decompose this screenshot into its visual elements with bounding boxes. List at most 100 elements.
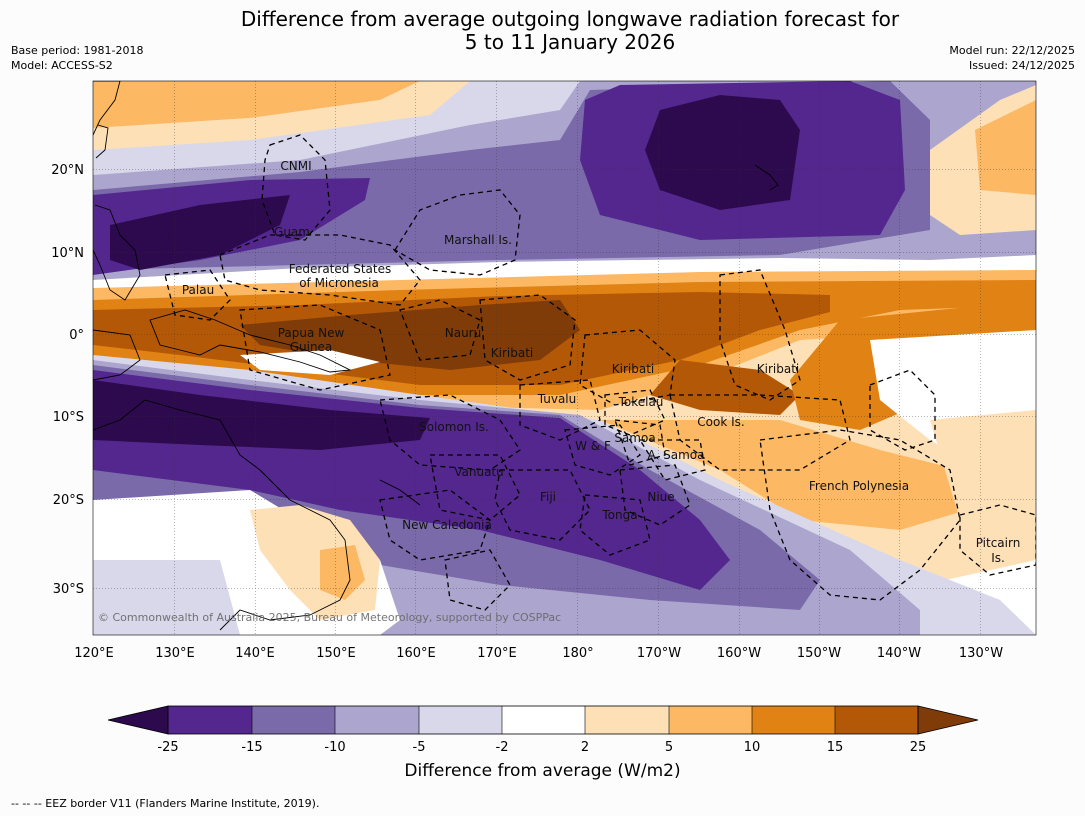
label-new-caledonia: New Caledonia: [402, 518, 492, 532]
lon-tick: 170°W: [637, 646, 681, 661]
eez-french-polynesia: [759, 429, 961, 601]
field-aus-orange: [320, 545, 365, 600]
coast-asia: [93, 81, 121, 136]
colorbar-bin: [835, 706, 918, 734]
label-kiribati-central: Kiribati: [612, 362, 654, 376]
coast-hawaii: [754, 164, 779, 191]
map-field: [93, 81, 1036, 635]
label-guam: Guam: [274, 225, 310, 239]
colorbar-bin: [669, 706, 752, 734]
label-png-1: Papua New: [278, 326, 345, 340]
colorbar: -25 -15 -10 -5 -2 2 5 10 15 25: [107, 705, 979, 755]
base-period: Base period: 1981-2018: [11, 44, 144, 57]
coast-taiwan: [95, 124, 109, 159]
label-kiribati-east: Kiribati: [757, 362, 799, 376]
colorbar-tick: -10: [324, 740, 345, 755]
field-eq-north-neutral: [93, 255, 1036, 290]
lon-tick: 180°: [562, 646, 593, 661]
label-fiji: Fiji: [540, 490, 556, 504]
colorbar-bin: [419, 706, 502, 734]
region-labels: CNMI Guam Marshall Is. Federated States …: [182, 159, 1020, 565]
meta-left: Base period: 1981-2018 Model: ACCESS-S2: [11, 43, 143, 73]
lon-axis: 120°E 130°E 140°E 150°E 160°E 170°E 180°…: [74, 646, 1003, 661]
footer-note: -- -- -- EEZ border V11 (Flanders Marine…: [11, 797, 320, 810]
field-sw-pale: [93, 560, 240, 635]
label-french-polynesia: French Polynesia: [809, 479, 909, 493]
field-s-dark: [93, 380, 430, 450]
label-solomon-islands: Solomon Is.: [419, 420, 489, 434]
lat-axis: 20°N 10°N 0° 10°S 20°S 30°S: [51, 163, 84, 597]
label-vanuatu: Vanuatu: [454, 465, 504, 479]
eez-borders: [164, 134, 1036, 611]
colorbar-tick: -5: [413, 740, 426, 755]
eez-kiribati-gilbert: [479, 294, 576, 381]
field-w-dark: [110, 195, 290, 270]
colorbar-tick: -25: [157, 740, 178, 755]
label-american-samoa: A. Samoa: [648, 448, 705, 462]
label-marshall-islands: Marshall Is.: [444, 233, 512, 247]
field-png-neutral: [240, 350, 380, 375]
colorbar-tick: 2: [581, 740, 589, 755]
title-line-2: 5 to 11 January 2026: [464, 30, 676, 54]
colorbar-tick: -15: [241, 740, 262, 755]
label-nauru: Nauru: [445, 326, 481, 340]
colorbar-extend-low: [108, 706, 168, 734]
lon-tick: 160°W: [717, 646, 761, 661]
colorbar-dividers: [251, 706, 836, 734]
colorbar-bin: [168, 706, 252, 734]
eez-palau: [164, 269, 231, 321]
colorbar-tick: 10: [744, 740, 761, 755]
lat-tick: 20°S: [53, 493, 84, 508]
coast-philippines: [93, 204, 141, 301]
label-pitcairn-1: Pitcairn: [976, 536, 1021, 550]
eez-vanuatu: [429, 454, 521, 521]
eez-nauru: [399, 299, 481, 361]
model-run: Model run: 22/12/2025: [949, 44, 1075, 57]
colorbar-bin: [502, 706, 585, 734]
eez-tokelau: [604, 389, 666, 436]
lat-tick: 30°S: [53, 582, 84, 597]
field-nw-positive: [93, 81, 420, 128]
colorbar-bin: [752, 706, 835, 734]
eez-solomon: [379, 394, 521, 471]
lon-tick: 170°E: [477, 646, 517, 661]
meta-right: Model run: 22/12/2025 Issued: 24/12/2025: [949, 43, 1075, 73]
label-tonga: Tonga: [601, 508, 637, 522]
gridlines: [93, 81, 1036, 635]
map-frame: [92, 80, 1037, 636]
colorbar-tick: -2: [496, 740, 509, 755]
copyright-text: © Commonwealth of Australia 2025, Bureau…: [98, 611, 561, 624]
lat-tick: 10°N: [51, 246, 84, 261]
coastlines: [93, 81, 779, 631]
label-kiribati-west: Kiribati: [491, 346, 533, 360]
eez-png: [239, 304, 391, 391]
coast-australia-east: [144, 399, 351, 631]
eez-wallis-futuna: [564, 424, 641, 476]
eez-micronesia: [219, 234, 421, 306]
coast-australia-north: [93, 399, 146, 431]
coast-new-caledonia: [379, 479, 421, 506]
eez-tuvalu: [519, 379, 601, 441]
eez-fiji: [494, 469, 591, 541]
colorbar-outline-high: [917, 705, 979, 735]
label-tuvalu: Tuvalu: [537, 392, 577, 406]
issued-date: Issued: 24/12/2025: [968, 59, 1075, 72]
label-tokelau: Tokelau: [618, 395, 664, 409]
label-cook-islands: Cook Is.: [697, 415, 744, 429]
colorbar-bin: [585, 706, 669, 734]
eez-marshall: [394, 189, 521, 276]
field-e-light: [930, 410, 1036, 520]
lat-tick: 10°S: [53, 410, 84, 425]
field-frpoly-orange: [600, 420, 1000, 530]
eez-kiribati-line: [719, 269, 801, 401]
eez-cnmi: [261, 134, 331, 241]
lon-tick: 120°E: [74, 646, 114, 661]
eez-niue: [619, 464, 691, 526]
colorbar-extend-high: [918, 706, 978, 734]
model-name: Model: ACCESS-S2: [11, 59, 113, 72]
label-pitcairn-2: Is.: [991, 551, 1005, 565]
lon-tick: 130°W: [959, 646, 1003, 661]
label-palau: Palau: [182, 283, 214, 297]
field-nw-light: [93, 81, 470, 150]
